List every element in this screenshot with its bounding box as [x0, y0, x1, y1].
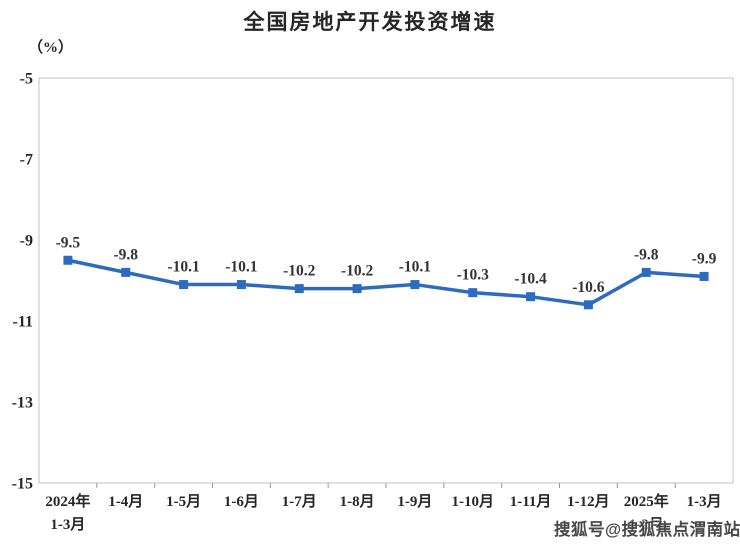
x-tick-label: 1-9月	[397, 493, 432, 510]
data-point-marker	[352, 284, 362, 294]
data-label: -10.1	[399, 259, 431, 276]
data-point-marker	[641, 267, 651, 277]
x-tick-label: 1-3月	[50, 516, 85, 533]
data-label: -9.8	[113, 246, 138, 263]
x-tick-label: 2025年	[624, 492, 669, 510]
y-tick-label: -11	[13, 314, 33, 331]
data-point-marker	[583, 300, 593, 310]
y-tick-label: -9	[20, 233, 33, 250]
data-point-marker	[468, 288, 478, 298]
x-tick-label: 1-7月	[282, 493, 317, 510]
data-label: -10.2	[283, 263, 316, 280]
data-label: -10.1	[225, 259, 257, 276]
chart-title: 全国房地产开发投资增速	[243, 11, 497, 34]
data-point-marker	[410, 280, 420, 290]
x-tick-label: 2024年	[45, 492, 90, 510]
data-point-marker	[121, 267, 131, 277]
x-tick-label: 1-8月	[340, 493, 375, 510]
data-point-marker	[63, 255, 73, 265]
data-label: -10.2	[341, 263, 374, 280]
trend-line	[66, 258, 706, 307]
y-tick-label: -15	[12, 476, 33, 493]
data-point-marker	[294, 284, 304, 294]
x-tick-label: 1-12月	[567, 493, 610, 510]
watermark: 搜狐号@搜狐焦点渭南站	[554, 521, 740, 539]
data-label: -9.8	[634, 246, 659, 263]
x-tick-label: 1-6月	[224, 493, 259, 510]
y-axis-unit-label: （%）	[28, 40, 74, 56]
x-tick-label: 1-5月	[166, 493, 201, 510]
x-tick-label: 1-2月	[629, 516, 664, 533]
data-point-marker	[236, 280, 246, 290]
y-tick-label: -13	[12, 395, 33, 412]
data-label: -10.6	[572, 279, 605, 296]
data-label: -9.9	[692, 250, 717, 267]
x-tick-label: 1-11月	[510, 493, 552, 510]
data-point-marker	[526, 292, 536, 302]
x-tick-label: 1-10月	[452, 493, 495, 510]
x-tick-label: 1-4月	[108, 493, 143, 510]
data-label: -10.1	[167, 259, 199, 276]
y-tick-label: -7	[20, 152, 33, 169]
x-tick-label: 1-3月	[687, 493, 722, 510]
data-point-marker	[699, 271, 709, 281]
y-tick-label: -5	[20, 71, 33, 88]
data-label: -9.5	[56, 234, 81, 251]
data-point-marker	[179, 280, 189, 290]
data-label: -10.4	[514, 271, 547, 288]
data-label: -10.3	[457, 267, 490, 284]
